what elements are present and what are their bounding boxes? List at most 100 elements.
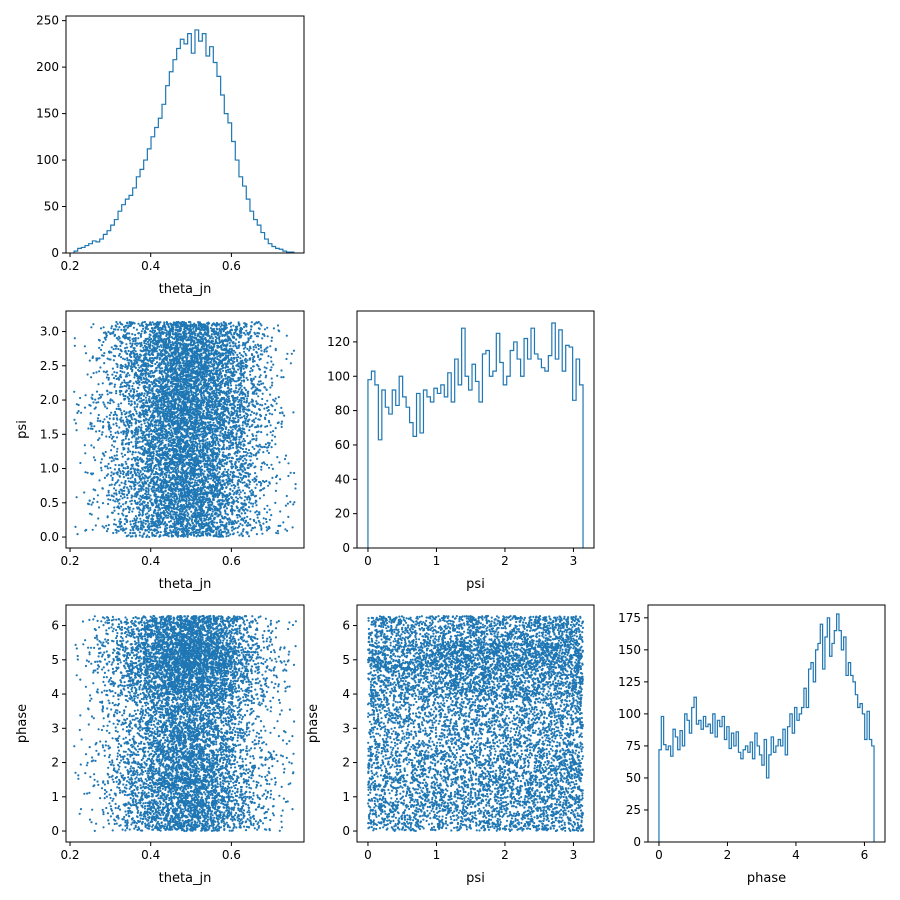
- scatter-point: [136, 393, 139, 396]
- scatter-point: [127, 488, 130, 491]
- scatter-point: [195, 481, 198, 485]
- scatter-point: [131, 387, 134, 390]
- scatter-point: [238, 534, 241, 537]
- scatter-point: [186, 367, 189, 370]
- scatter-point: [133, 495, 136, 498]
- scatter-point: [234, 399, 237, 402]
- scatter-point: [155, 523, 158, 526]
- scatter-point: [243, 492, 246, 495]
- scatter-point: [129, 500, 132, 503]
- scatter-point: [190, 420, 193, 424]
- scatter-point: [244, 346, 247, 349]
- scatter-point: [119, 386, 122, 389]
- scatter-point: [256, 513, 259, 516]
- scatter-point: [232, 465, 235, 468]
- scatter-point: [124, 375, 127, 378]
- scatter-point: [228, 456, 231, 459]
- scatter-point: [140, 423, 143, 426]
- scatter-point: [219, 521, 222, 524]
- scatter-point: [107, 491, 110, 494]
- scatter-point: [249, 440, 252, 443]
- scatter-point: [125, 385, 128, 388]
- scatter-point: [105, 376, 108, 379]
- y-tick-label: 50: [44, 200, 59, 214]
- scatter-point: [90, 326, 93, 329]
- scatter-point: [141, 437, 144, 440]
- scatter-point: [115, 337, 118, 340]
- scatter-point: [229, 321, 233, 324]
- scatter-point: [109, 498, 112, 501]
- scatter-point: [213, 446, 216, 449]
- scatter-point: [152, 514, 155, 517]
- scatter-point: [223, 356, 227, 359]
- scatter-point: [73, 390, 76, 393]
- scatter-point: [110, 411, 113, 414]
- scatter-point: [83, 444, 86, 447]
- scatter-point: [146, 463, 149, 466]
- scatter-point: [248, 455, 251, 458]
- scatter-point: [239, 468, 242, 471]
- scatter-point: [265, 350, 268, 353]
- scatter-point: [204, 370, 207, 374]
- scatter-point: [114, 413, 117, 416]
- scatter-point: [130, 499, 133, 502]
- scatter-point: [160, 515, 163, 518]
- scatter-point: [186, 408, 189, 411]
- scatter-point: [177, 465, 180, 468]
- scatter-point: [119, 340, 122, 343]
- scatter-point: [183, 479, 186, 482]
- scatter-point: [110, 391, 113, 394]
- x-tick-label: 0.2: [60, 259, 79, 273]
- scatter-point: [195, 476, 198, 479]
- scatter-point: [95, 359, 98, 362]
- scatter-point: [226, 483, 230, 486]
- scatter-point: [188, 343, 192, 346]
- scatter-point: [110, 327, 113, 330]
- scatter-point: [259, 380, 262, 383]
- scatter-point: [118, 520, 121, 523]
- scatter-point: [255, 437, 258, 440]
- scatter-point: [106, 401, 110, 404]
- scatter-point: [140, 460, 143, 463]
- scatter-point: [219, 513, 222, 516]
- scatter-point: [292, 411, 295, 414]
- scatter-point: [239, 413, 242, 416]
- scatter-point: [158, 356, 161, 359]
- scatter-point: [155, 520, 158, 523]
- scatter-point: [186, 468, 189, 471]
- scatter-point: [225, 462, 228, 465]
- scatter-point: [124, 460, 127, 463]
- scatter-point: [97, 397, 100, 400]
- scatter-point: [158, 394, 161, 397]
- scatter-point: [83, 406, 87, 409]
- scatter-point: [250, 387, 253, 390]
- scatter-point: [268, 442, 271, 445]
- scatter-point: [112, 330, 115, 333]
- scatter-point: [226, 365, 230, 369]
- scatter-point: [119, 505, 123, 508]
- scatter-point: [131, 525, 134, 528]
- scatter-point: [291, 526, 294, 529]
- scatter-point: [107, 378, 110, 381]
- scatter-point: [286, 352, 289, 355]
- scatter-point: [228, 341, 231, 344]
- scatter-point: [88, 499, 91, 502]
- scatter-point: [182, 531, 185, 534]
- scatter-point: [277, 532, 280, 535]
- scatter-point: [160, 437, 163, 440]
- scatter-point: [193, 429, 196, 432]
- scatter-point: [84, 529, 87, 532]
- scatter-point: [269, 431, 272, 434]
- scatter-point: [206, 424, 209, 427]
- scatter-point: [239, 476, 242, 479]
- scatter-point: [127, 438, 130, 441]
- scatter-point: [207, 456, 210, 459]
- scatter-point: [127, 448, 130, 451]
- scatter-point: [273, 435, 277, 438]
- scatter-point: [115, 407, 118, 410]
- scatter-point: [124, 437, 127, 440]
- scatter-point: [227, 441, 230, 444]
- scatter-point: [144, 396, 147, 399]
- scatter-point: [165, 474, 168, 477]
- scatter-point: [242, 331, 246, 335]
